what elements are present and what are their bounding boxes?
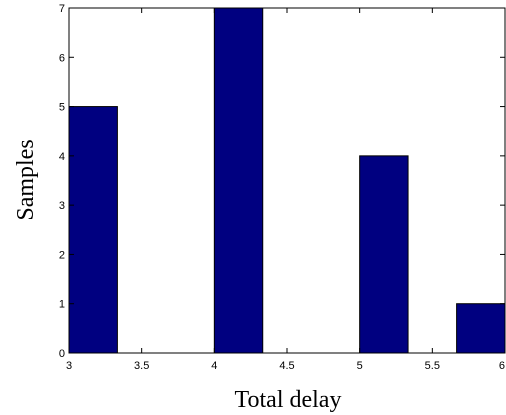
y-tick-label: 7 bbox=[59, 3, 65, 15]
y-tick-label: 2 bbox=[59, 249, 65, 261]
bar-0 bbox=[68, 106, 118, 354]
y-axis-label: Samples bbox=[13, 139, 39, 220]
x-tick-label: 4.5 bbox=[279, 360, 294, 372]
x-tick-label: 5.5 bbox=[425, 360, 440, 372]
x-axis-ticks: 3 3.5 4 4.5 5 5.5 6 bbox=[66, 8, 506, 372]
x-tick-label: 3.5 bbox=[134, 360, 149, 372]
x-tick-label: 4 bbox=[211, 360, 217, 372]
x-tick-label: 3 bbox=[66, 360, 72, 372]
bar-8 bbox=[456, 303, 506, 354]
bar-3 bbox=[213, 7, 264, 354]
y-tick-label: 4 bbox=[59, 151, 65, 163]
y-tick-label: 3 bbox=[59, 200, 65, 212]
y-tick-label: 5 bbox=[59, 102, 65, 114]
plot-frame bbox=[68, 7, 506, 354]
x-tick-label: 6 bbox=[499, 360, 505, 372]
bar-6 bbox=[359, 155, 409, 354]
x-tick-label: 5 bbox=[357, 360, 363, 372]
y-tick-label: 0 bbox=[59, 348, 65, 360]
plot-box bbox=[68, 7, 506, 354]
y-tick-label: 1 bbox=[59, 299, 65, 311]
y-tick-label: 6 bbox=[59, 52, 65, 64]
y-axis-ticks: 0 1 2 3 4 5 6 7 bbox=[59, 3, 505, 360]
bars-layer bbox=[68, 7, 506, 354]
x-axis-label: Total delay bbox=[235, 387, 342, 413]
